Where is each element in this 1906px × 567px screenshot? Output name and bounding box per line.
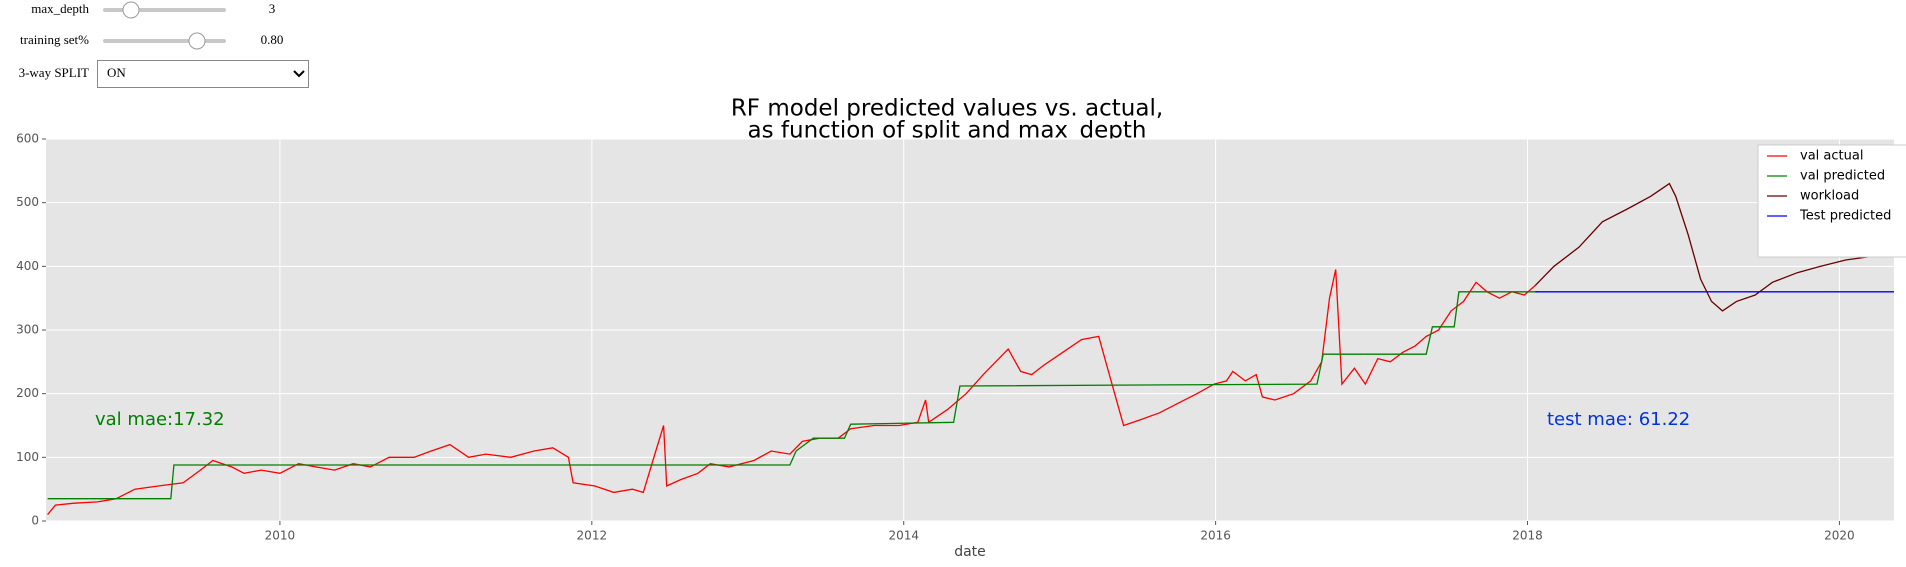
x-tick-label: 2014 [888, 529, 919, 543]
x-tick-label: 2012 [577, 529, 608, 543]
dropdown-value: ON [107, 65, 126, 80]
y-tick-label: 0 [31, 514, 39, 528]
control-label: max_depth [31, 1, 89, 16]
y-tick-label: 100 [16, 450, 39, 464]
chart-title: RF model predicted values vs. actual, [731, 96, 1163, 122]
slider-track[interactable] [103, 8, 226, 12]
x-tick-label: 2020 [1824, 529, 1855, 543]
y-tick-label: 400 [16, 259, 39, 273]
legend-label: val actual [1800, 149, 1863, 164]
x-tick-label: 2018 [1512, 529, 1543, 543]
slider-value: 3 [269, 1, 276, 16]
dropdown-arrow [293, 70, 305, 78]
slider-track[interactable] [103, 39, 226, 43]
x-tick-label: 2010 [265, 529, 296, 543]
slider-thumb[interactable] [122, 1, 140, 19]
x-axis-label: date [954, 544, 986, 560]
series-line [1534, 182, 1892, 312]
dropdown[interactable] [97, 60, 309, 88]
series-line [47, 269, 1536, 516]
slider-value: 0.80 [261, 32, 284, 47]
series-line [47, 291, 1539, 500]
legend-label: Test predicted [1799, 209, 1891, 224]
chart: RF model predicted values vs. actual, as… [16, 96, 1906, 560]
y-tick-label: 500 [16, 195, 39, 209]
legend-label: val predicted [1800, 169, 1885, 184]
legend-box [1757, 144, 1906, 258]
control-label: 3-way SPLIT [19, 65, 89, 80]
annotation: test mae: 61.22 [1547, 409, 1690, 430]
control-label: training set% [20, 32, 89, 47]
x-tick-label: 2016 [1200, 529, 1231, 543]
y-tick-label: 600 [16, 132, 39, 146]
y-tick-label: 200 [16, 386, 39, 400]
annotation: val mae:17.32 [95, 409, 225, 430]
slider-thumb[interactable] [188, 32, 206, 50]
y-tick-label: 300 [16, 323, 39, 337]
legend-label: workload [1800, 189, 1859, 204]
